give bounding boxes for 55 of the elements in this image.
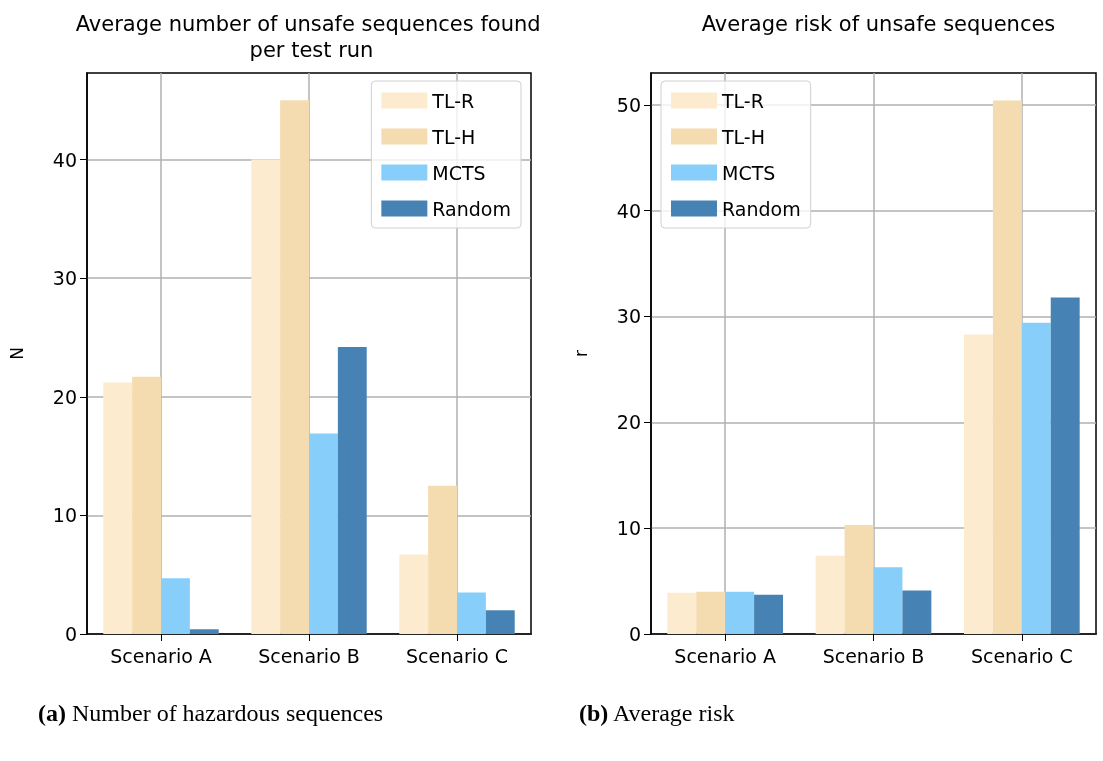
legend-label: Random [722, 197, 801, 220]
bar [189, 629, 219, 634]
x-tick-label: Scenario B [258, 644, 360, 667]
y-axis-title: N [6, 347, 27, 360]
text: (b) Average risk [579, 700, 735, 727]
y-axis-title: r [570, 350, 591, 357]
y-tick-label: 50 [616, 93, 641, 116]
x-tick-label: Scenario C [970, 644, 1073, 667]
legend-label: Random [432, 197, 512, 220]
x-tick-label: Scenario B [822, 644, 925, 667]
bar [754, 594, 784, 634]
bar [1021, 322, 1051, 634]
bar [963, 334, 993, 634]
y-tick-label: 30 [52, 267, 77, 290]
bar [457, 592, 486, 634]
legend-label: TL-H [721, 125, 766, 148]
legend-label: TL-H [431, 125, 476, 148]
bar [902, 590, 932, 634]
x-tick-label: Scenario A [110, 644, 212, 667]
bar [667, 592, 697, 634]
x-tick-label: Scenario C [406, 644, 508, 667]
text: (a) Number of hazardous sequences [38, 700, 384, 727]
bar [725, 591, 755, 634]
bar [103, 382, 133, 634]
bar [815, 555, 845, 634]
bar [161, 578, 190, 634]
bar [873, 567, 903, 634]
bar [485, 610, 515, 634]
legend-label: MCTS [432, 161, 486, 184]
legend-label: MCTS [722, 161, 776, 184]
y-tick-label: 30 [616, 305, 641, 328]
bar [992, 100, 1022, 634]
bar [399, 554, 429, 634]
y-tick-label: 40 [616, 199, 641, 222]
x-tick-label: Scenario A [674, 644, 776, 667]
bar [132, 376, 161, 634]
chart-title: Average number of unsafe sequences found per test run [75, 12, 548, 62]
bar [280, 100, 309, 634]
y-tick-label: 0 [64, 623, 77, 645]
bar [696, 591, 726, 634]
chart-title: Average risk of unsafe sequences [701, 12, 1056, 36]
y-tick-label: 20 [616, 411, 641, 434]
y-tick-label: 10 [52, 504, 77, 527]
bar [1050, 297, 1080, 634]
bar [428, 485, 457, 634]
y-tick-label: 40 [52, 148, 77, 171]
y-tick-label: 10 [616, 517, 641, 540]
bar [309, 433, 338, 634]
y-tick-label: 20 [52, 385, 77, 408]
bar [844, 524, 874, 634]
legend-label: TL-R [721, 89, 764, 112]
bar [251, 159, 281, 634]
y-tick-label: 0 [628, 623, 641, 645]
bar [337, 346, 367, 634]
legend-label: TL-R [431, 89, 475, 112]
